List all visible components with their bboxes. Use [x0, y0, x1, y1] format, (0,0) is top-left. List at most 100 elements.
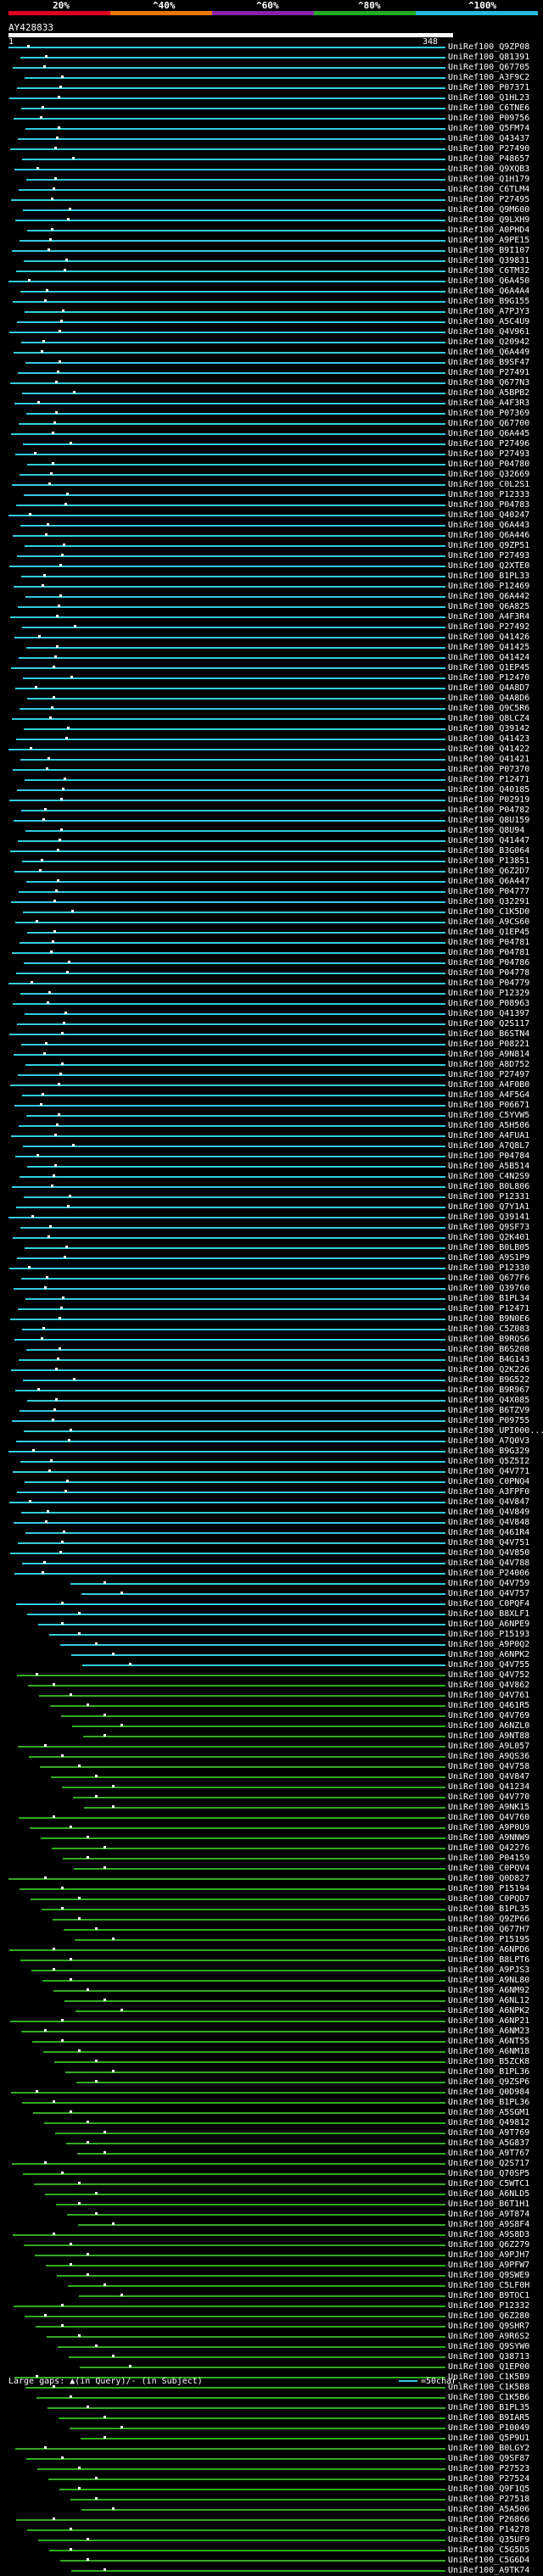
- hit-row[interactable]: UniRef100_P09756: [0, 114, 543, 124]
- hit-row[interactable]: UniRef100_A3FPF0: [0, 1487, 543, 1497]
- hit-label[interactable]: UniRef100_Q1H179: [448, 175, 530, 184]
- hit-row[interactable]: UniRef100_B1PL36: [0, 2098, 543, 2108]
- hit-row[interactable]: UniRef100_Q41397: [0, 1009, 543, 1019]
- hit-label[interactable]: UniRef100_A5SGM1: [448, 2108, 530, 2117]
- hit-row[interactable]: UniRef100_Q461R5: [0, 1701, 543, 1711]
- hit-row[interactable]: UniRef100_Q42276: [0, 1843, 543, 1854]
- hit-row[interactable]: UniRef100_A6NLD5: [0, 2189, 543, 2200]
- hit-label[interactable]: UniRef100_P12330: [448, 1263, 530, 1273]
- hit-row[interactable]: UniRef100_Q6Z280: [0, 2311, 543, 2322]
- hit-row[interactable]: UniRef100_P12469: [0, 582, 543, 592]
- hit-label[interactable]: UniRef100_B6TZV9: [448, 1406, 530, 1415]
- hit-label[interactable]: UniRef100_P27493: [448, 551, 530, 560]
- hit-row[interactable]: UniRef100_Q49812: [0, 2118, 543, 2128]
- hit-label[interactable]: UniRef100_A0PHD4: [448, 226, 530, 235]
- hit-label[interactable]: UniRef100_B1PL35: [448, 2403, 530, 2412]
- hit-row[interactable]: UniRef100_Q0D827: [0, 1874, 543, 1884]
- hit-row[interactable]: UniRef100_A7Q0V3: [0, 1436, 543, 1447]
- hit-row[interactable]: UniRef100_A0PHD4: [0, 226, 543, 236]
- hit-row[interactable]: UniRef100_A6NM92: [0, 1986, 543, 1996]
- hit-label[interactable]: UniRef100_Q4V847: [448, 1497, 530, 1507]
- hit-label[interactable]: UniRef100_P07371: [448, 83, 530, 92]
- hit-label[interactable]: UniRef100_B9SF47: [448, 358, 530, 367]
- hit-label[interactable]: UniRef100_Q67700: [448, 419, 530, 428]
- hit-label[interactable]: UniRef100_Q67705: [448, 63, 530, 72]
- hit-label[interactable]: UniRef100_P27493: [448, 449, 530, 459]
- hit-row[interactable]: UniRef100_Q4V961: [0, 327, 543, 337]
- hit-label[interactable]: UniRef100_P12469: [448, 582, 530, 591]
- hit-row[interactable]: UniRef100_P04783: [0, 500, 543, 510]
- hit-label[interactable]: UniRef100_Q6A447: [448, 877, 530, 886]
- hit-row[interactable]: UniRef100_A4F0B0: [0, 1080, 543, 1090]
- hit-label[interactable]: UniRef100_Q1EP45: [448, 663, 530, 672]
- hit-row[interactable]: UniRef100_Q6A447: [0, 877, 543, 887]
- hit-row[interactable]: UniRef100_Q9XQB3: [0, 164, 543, 175]
- hit-row[interactable]: UniRef100_B1PL35: [0, 2403, 543, 2413]
- hit-label[interactable]: UniRef100_A9L057: [448, 1742, 530, 1751]
- hit-row[interactable]: UniRef100_Q43437: [0, 134, 543, 144]
- hit-label[interactable]: UniRef100_Q41421: [448, 755, 530, 764]
- hit-label[interactable]: UniRef100_Q4V850: [448, 1548, 530, 1558]
- hit-row[interactable]: UniRef100_A9R6S2: [0, 2332, 543, 2342]
- hit-label[interactable]: UniRef100_A8D752: [448, 1060, 530, 1069]
- hit-label[interactable]: UniRef100_Q39760: [448, 1284, 530, 1293]
- hit-label[interactable]: UniRef100_A9PFW7: [448, 2261, 530, 2270]
- hit-label[interactable]: UniRef100_A9S1P9: [448, 1253, 530, 1263]
- hit-label[interactable]: UniRef100_A6NPE9: [448, 1620, 530, 1629]
- hit-row[interactable]: UniRef100_Q4V850: [0, 1548, 543, 1558]
- hit-label[interactable]: UniRef100_A6NPD6: [448, 1945, 530, 1954]
- hit-row[interactable]: UniRef100_Q5Z5I2: [0, 1457, 543, 1467]
- hit-label[interactable]: UniRef100_Q4V849: [448, 1508, 530, 1517]
- hit-row[interactable]: UniRef100_B1PL33: [0, 572, 543, 582]
- hit-row[interactable]: UniRef100_A6NPD6: [0, 1945, 543, 1955]
- hit-label[interactable]: UniRef100_Q2K401: [448, 1233, 530, 1242]
- hit-row[interactable]: UniRef100_A7PJY3: [0, 307, 543, 317]
- hit-row[interactable]: UniRef100_Q41234: [0, 1782, 543, 1793]
- hit-label[interactable]: UniRef100_Q6Z280: [448, 2311, 530, 2321]
- hit-label[interactable]: UniRef100_A9QS36: [448, 1752, 530, 1761]
- hit-row[interactable]: UniRef100_P12470: [0, 673, 543, 683]
- hit-row[interactable]: UniRef100_C4N2S9: [0, 1172, 543, 1182]
- hit-row[interactable]: UniRef100_A6NPK2: [0, 2006, 543, 2016]
- hit-row[interactable]: UniRef100_Q8U159: [0, 816, 543, 826]
- hit-label[interactable]: UniRef100_C5LF0H: [448, 2281, 530, 2290]
- hit-row[interactable]: UniRef100_A9CS60: [0, 917, 543, 928]
- hit-row[interactable]: UniRef100_Q39141: [0, 1213, 543, 1223]
- hit-label[interactable]: UniRef100_Q8LCZ4: [448, 714, 530, 723]
- hit-label[interactable]: UniRef100_Q9M600: [448, 205, 530, 215]
- hit-label[interactable]: UniRef100_Q4V757: [448, 1589, 530, 1598]
- hit-row[interactable]: UniRef100_Q1EP00: [0, 2362, 543, 2372]
- hit-row[interactable]: UniRef100_B6T1H1: [0, 2200, 543, 2210]
- hit-label[interactable]: UniRef100_P08221: [448, 1040, 530, 1049]
- hit-label[interactable]: UniRef100_A9NK15: [448, 1803, 530, 1812]
- hit-row[interactable]: UniRef100_A5G837: [0, 2138, 543, 2149]
- hit-label[interactable]: UniRef100_B1PL36: [448, 2067, 530, 2077]
- hit-label[interactable]: UniRef100_P26866: [448, 2515, 530, 2524]
- hit-label[interactable]: UniRef100_C0PNQ4: [448, 1477, 530, 1486]
- hit-row[interactable]: UniRef100_P12329: [0, 989, 543, 999]
- hit-label[interactable]: UniRef100_C6TLM4: [448, 185, 530, 194]
- hit-label[interactable]: UniRef100_P04778: [448, 968, 530, 978]
- hit-row[interactable]: UniRef100_Q41423: [0, 734, 543, 744]
- hit-label[interactable]: UniRef100_P10049: [448, 2423, 530, 2433]
- hit-row[interactable]: UniRef100_A5SGM1: [0, 2108, 543, 2118]
- hit-row[interactable]: UniRef100_Q6A450: [0, 276, 543, 287]
- hit-row[interactable]: UniRef100_P12330: [0, 1263, 543, 1274]
- hit-label[interactable]: UniRef100_B8XLF1: [448, 1609, 530, 1619]
- hit-label[interactable]: UniRef100_P48657: [448, 154, 530, 164]
- hit-label[interactable]: UniRef100_Q42276: [448, 1843, 530, 1853]
- hit-row[interactable]: UniRef100_P15194: [0, 1884, 543, 1894]
- hit-row[interactable]: UniRef100_A6NM18: [0, 2047, 543, 2057]
- hit-label[interactable]: UniRef100_A6NM23: [448, 2027, 530, 2036]
- hit-row[interactable]: UniRef100_Q461R4: [0, 1528, 543, 1538]
- hit-row[interactable]: UniRef100_Q8U94: [0, 826, 543, 836]
- hit-label[interactable]: UniRef100_Q4V788: [448, 1558, 530, 1568]
- hit-label[interactable]: UniRef100_Q40185: [448, 785, 530, 795]
- hit-row[interactable]: UniRef100_Q32669: [0, 470, 543, 480]
- hit-label[interactable]: UniRef100_C0PQV4: [448, 1864, 530, 1873]
- hit-label[interactable]: UniRef100_C1K5B6: [448, 2393, 530, 2402]
- hit-row[interactable]: UniRef100_P07369: [0, 409, 543, 419]
- hit-label[interactable]: UniRef100_Q6A445: [448, 429, 530, 438]
- hit-row[interactable]: UniRef100_Q6Z2D7: [0, 867, 543, 877]
- hit-row[interactable]: UniRef100_Q4V771: [0, 1467, 543, 1477]
